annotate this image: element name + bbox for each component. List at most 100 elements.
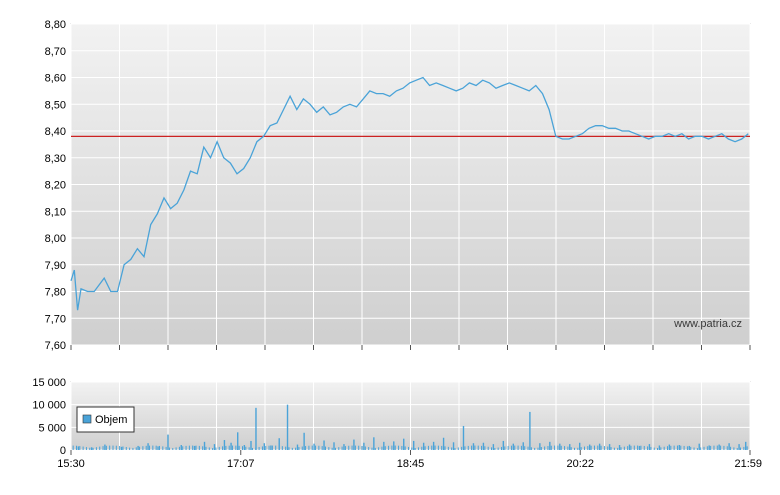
volume-bar (579, 442, 581, 450)
volume-bar (155, 445, 157, 450)
volume-bar (403, 438, 405, 450)
volume-bar (152, 445, 154, 450)
volume-y-tick-label: 5 000 (38, 422, 66, 434)
volume-bar (730, 446, 732, 450)
volume-bar (663, 446, 665, 450)
volume-bar (303, 432, 305, 450)
volume-bar (520, 445, 522, 450)
volume-bar (537, 447, 539, 450)
volume-bar (338, 447, 340, 450)
volume-y-tick-label: 15 000 (32, 377, 66, 389)
volume-bar (643, 445, 645, 450)
volume-bar (464, 446, 466, 450)
volume-bar (271, 445, 273, 450)
volume-bar (120, 446, 123, 450)
volume-bar (447, 446, 449, 450)
volume-bar (115, 445, 117, 450)
volume-bar (318, 445, 320, 450)
volume-bar (658, 445, 661, 450)
volume-bar (381, 446, 383, 450)
volume-bar (660, 447, 662, 450)
volume-y-tick-label: 0 (60, 445, 66, 457)
volume-bar (628, 444, 631, 450)
volume-bar (587, 446, 589, 450)
volume-bar (487, 446, 489, 450)
volume-bar (265, 445, 267, 450)
volume-bar (708, 445, 710, 450)
volume-bar (497, 447, 499, 450)
volume-bar (690, 446, 692, 450)
volume-bar (270, 445, 272, 450)
volume-bar (432, 441, 435, 450)
volume-bar (444, 446, 446, 450)
volume-bar (90, 447, 93, 450)
volume-bar (323, 440, 325, 450)
volume-bar (743, 446, 745, 450)
volume-bar (570, 447, 572, 450)
volume-bar (569, 444, 571, 450)
volume-bar (288, 447, 290, 450)
volume-bar (112, 445, 114, 450)
volume-bar (492, 444, 495, 450)
volume-bar (331, 447, 333, 450)
volume-y-tick-label: 10 000 (32, 400, 66, 412)
volume-bar (421, 446, 423, 450)
volume-bar (268, 445, 270, 450)
volume-bar (540, 447, 542, 450)
volume-bar (637, 445, 639, 450)
volume-bar (713, 445, 715, 450)
volume-bar (348, 445, 350, 450)
volume-bar (700, 447, 702, 450)
volume-bar (203, 441, 206, 450)
volume-bar (232, 445, 234, 450)
price-panel: 7,60 7,70 7,80 7,90 8,00 8,10 8,20 8,30 8,40 8,50… (45, 19, 751, 352)
volume-bar (132, 447, 134, 450)
volume-bar (391, 445, 393, 450)
volume-bar (198, 445, 200, 450)
volume-bar (368, 447, 370, 450)
volume-bar (529, 411, 531, 450)
volume-bar (431, 445, 433, 450)
volume-bar (534, 447, 536, 450)
volume-bar (77, 446, 80, 450)
volume-bar (678, 445, 681, 450)
volume-bar (574, 447, 576, 450)
volume-bar (703, 446, 705, 450)
volume-bar (666, 446, 668, 450)
volume-bar (597, 445, 599, 450)
volume-bar (301, 446, 303, 450)
volume-bar (311, 445, 313, 450)
volume-bar (710, 445, 712, 450)
volume-bar (278, 438, 280, 450)
volume-bar (559, 443, 561, 450)
price-y-tick-label: 8,60 (45, 73, 66, 85)
volume-bar (85, 447, 87, 450)
volume-bar (437, 445, 439, 450)
volume-bar (255, 407, 257, 450)
volume-bar (373, 437, 375, 450)
volume-bar (237, 432, 239, 450)
volume-bar (462, 425, 465, 450)
volume-bar (245, 446, 247, 450)
time-x-tick-label: 18:45 (397, 458, 425, 470)
volume-bar (706, 446, 708, 450)
volume-bar (109, 445, 111, 450)
price-series-line (70, 76, 749, 311)
volume-bar (102, 446, 104, 450)
volume-bar (647, 446, 649, 450)
volume-bar (527, 446, 529, 450)
volume-bar (185, 445, 187, 450)
volume-bar (500, 446, 502, 450)
volume-bar (228, 445, 230, 450)
volume-bar (222, 446, 224, 450)
volume-bar (728, 443, 730, 450)
volume-bar (650, 446, 652, 450)
volume-bar (544, 446, 546, 450)
volume-bar (557, 445, 559, 450)
volume-bar (441, 445, 443, 450)
volume-bar (208, 447, 210, 450)
volume-bar (215, 447, 217, 450)
volume-bar (75, 445, 77, 450)
volume-bar (122, 446, 124, 450)
volume-bar (745, 441, 747, 450)
